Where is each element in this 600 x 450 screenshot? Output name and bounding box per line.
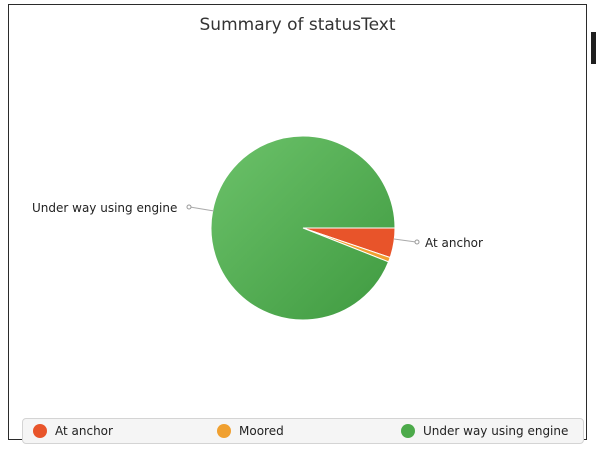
legend-dot-icon bbox=[401, 424, 415, 438]
chart-title: Summary of statusText bbox=[199, 15, 396, 35]
pie-slice-under-way-using-engine[interactable] bbox=[210, 135, 396, 321]
legend-label: Moored bbox=[239, 424, 284, 438]
at-anchor-leader-dot bbox=[414, 239, 420, 245]
at-anchor-slice-label: At anchor bbox=[425, 236, 483, 250]
window-edge-mark bbox=[591, 32, 596, 64]
legend-item-at-anchor[interactable]: At anchor bbox=[33, 424, 113, 438]
legend-dot-icon bbox=[33, 424, 47, 438]
under-way-leader-dot bbox=[186, 204, 192, 210]
legend-label: At anchor bbox=[55, 424, 113, 438]
under-way-leader-line bbox=[189, 206, 215, 212]
legend-dot-icon bbox=[217, 424, 231, 438]
legend-label: Under way using engine bbox=[423, 424, 569, 438]
at-anchor-leader-line bbox=[393, 238, 417, 243]
chart-legend: At anchor Moored Under way using engine bbox=[22, 418, 584, 444]
legend-item-moored[interactable]: Moored bbox=[217, 424, 284, 438]
under-way-slice-label: Under way using engine bbox=[32, 201, 177, 215]
legend-item-under-way[interactable]: Under way using engine bbox=[401, 424, 568, 438]
